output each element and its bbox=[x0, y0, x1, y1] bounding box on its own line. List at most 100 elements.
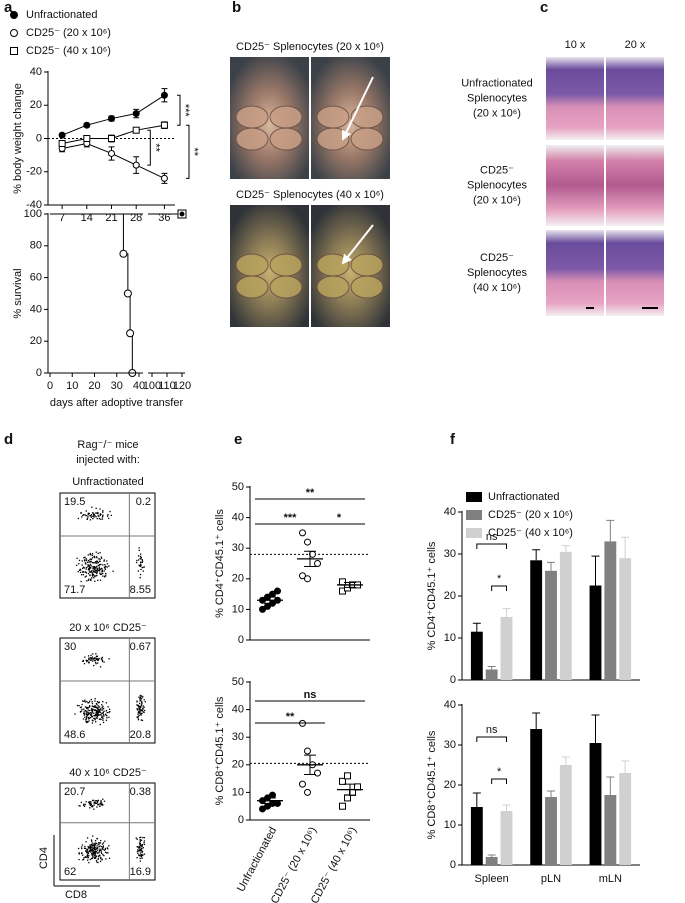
event-dot bbox=[101, 569, 104, 571]
event-dot bbox=[107, 848, 109, 850]
column-header: 20 x bbox=[625, 39, 646, 51]
event-dot bbox=[101, 557, 103, 559]
event-dot bbox=[89, 804, 91, 806]
event-dot bbox=[141, 845, 143, 847]
event-dot bbox=[108, 711, 110, 714]
event-dot bbox=[144, 701, 146, 703]
event-dot bbox=[92, 568, 95, 570]
event-dot bbox=[108, 517, 110, 520]
error-bar bbox=[487, 666, 496, 670]
event-dot bbox=[138, 850, 140, 852]
event-dot bbox=[93, 566, 95, 568]
x-tick-label: 30 bbox=[111, 380, 123, 392]
event-dot bbox=[78, 705, 80, 707]
y-tick-label: 0 bbox=[36, 367, 42, 379]
event-dot bbox=[140, 839, 143, 841]
x-tick-label: CD25⁻ (20 x 10⁶) bbox=[269, 825, 319, 903]
event-dot bbox=[88, 801, 91, 803]
event-dot bbox=[85, 558, 87, 560]
significance-label: ** bbox=[188, 148, 200, 157]
event-dot bbox=[93, 664, 95, 667]
event-dot bbox=[105, 713, 107, 715]
event-dot bbox=[137, 715, 139, 718]
quadrant-value: 71.7 bbox=[64, 584, 85, 596]
event-dot bbox=[98, 558, 100, 560]
event-dot bbox=[140, 849, 142, 851]
event-dot bbox=[97, 707, 99, 709]
event-dot bbox=[139, 557, 142, 559]
event-dot bbox=[87, 852, 89, 854]
event-dot bbox=[100, 718, 102, 720]
event-dot bbox=[139, 697, 141, 699]
bar bbox=[470, 807, 483, 865]
event-dot bbox=[93, 571, 95, 573]
event-dot bbox=[95, 849, 97, 851]
event-dot bbox=[81, 708, 83, 711]
event-dot bbox=[95, 516, 97, 518]
event-dot bbox=[96, 658, 99, 660]
event-dot bbox=[88, 658, 90, 660]
event-dot bbox=[103, 566, 106, 569]
event-dot bbox=[85, 575, 88, 577]
event-dot bbox=[96, 557, 98, 559]
event-dot bbox=[91, 554, 94, 557]
event-dot bbox=[98, 570, 101, 572]
event-dot bbox=[143, 843, 145, 846]
event-dot bbox=[85, 717, 88, 719]
legend-label: Unfractionated bbox=[26, 9, 98, 21]
event-dot bbox=[103, 560, 105, 562]
y-tick-label: 20 bbox=[232, 759, 244, 771]
x-tick-label: 20 bbox=[88, 380, 100, 392]
photo-detail bbox=[350, 275, 384, 299]
event-dot bbox=[140, 709, 143, 711]
event-dot bbox=[91, 854, 93, 856]
marker bbox=[108, 115, 115, 123]
event-dot bbox=[138, 712, 141, 714]
marker bbox=[108, 149, 115, 157]
event-dot bbox=[137, 718, 139, 720]
event-dot bbox=[143, 566, 145, 568]
photo-detail bbox=[350, 253, 384, 277]
photo-caption: CD25⁻ Splenocytes (40 x 10⁶) bbox=[236, 189, 384, 201]
event-dot bbox=[90, 709, 92, 711]
histology-image bbox=[546, 57, 604, 140]
event-dot bbox=[92, 566, 94, 568]
event-dot bbox=[140, 699, 142, 702]
event-dot bbox=[88, 861, 90, 864]
event-dot bbox=[106, 847, 109, 849]
event-dot bbox=[136, 709, 139, 711]
event-dot bbox=[143, 842, 145, 844]
event-dot bbox=[94, 700, 96, 702]
event-dot bbox=[108, 658, 110, 660]
event-dot bbox=[140, 698, 142, 700]
event-dot bbox=[79, 805, 81, 807]
event-dot bbox=[76, 704, 79, 707]
event-dot bbox=[91, 573, 94, 576]
event-dot bbox=[90, 714, 92, 716]
event-dot bbox=[140, 564, 142, 567]
event-dot bbox=[83, 662, 86, 665]
event-dot bbox=[140, 695, 142, 697]
error-bar bbox=[621, 760, 630, 773]
event-dot bbox=[96, 713, 98, 716]
quadrant-value: 30 bbox=[64, 641, 76, 653]
marker bbox=[304, 575, 311, 583]
marker bbox=[304, 788, 311, 796]
event-dot bbox=[88, 512, 91, 515]
event-dot bbox=[139, 857, 141, 860]
y-tick-label: 40 bbox=[444, 699, 456, 711]
event-dot bbox=[88, 702, 90, 704]
significance-label: * bbox=[497, 766, 502, 778]
significance-bracket bbox=[186, 124, 190, 179]
row-label: (20 x 10⁶) bbox=[473, 194, 521, 206]
event-dot bbox=[98, 710, 101, 713]
event-dot bbox=[94, 857, 96, 859]
x-tick-label: 0 bbox=[47, 380, 53, 392]
event-dot bbox=[138, 705, 141, 708]
event-dot bbox=[141, 854, 143, 856]
event-dot bbox=[93, 516, 95, 518]
event-dot bbox=[112, 570, 114, 572]
event-dot bbox=[97, 511, 99, 514]
event-dot bbox=[93, 513, 96, 515]
event-dot bbox=[85, 563, 87, 565]
